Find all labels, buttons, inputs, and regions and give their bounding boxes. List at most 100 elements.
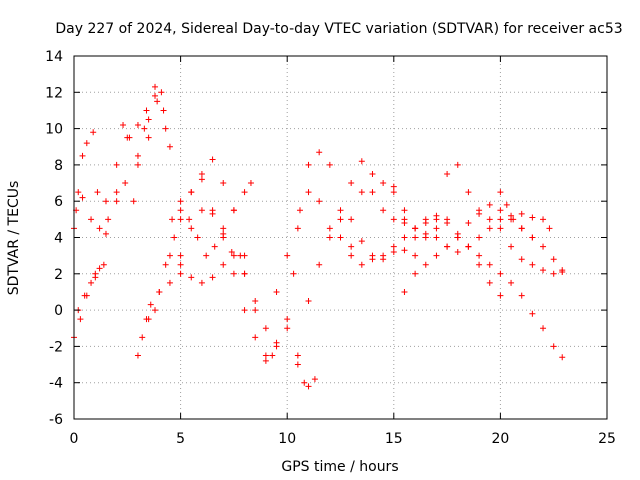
data-point	[273, 339, 280, 346]
data-point	[156, 288, 163, 295]
data-point	[237, 252, 244, 259]
data-point	[188, 189, 195, 196]
data-point	[550, 343, 557, 350]
data-point	[230, 252, 237, 259]
data-point	[220, 180, 227, 187]
series-sat-n	[401, 201, 566, 295]
data-point	[305, 161, 312, 168]
series-sat-d	[75, 261, 107, 314]
data-point	[540, 216, 547, 223]
data-point	[166, 143, 173, 150]
data-point	[169, 216, 176, 223]
data-point	[105, 216, 112, 223]
y-tick-label: 8	[54, 158, 63, 174]
data-point	[503, 201, 510, 208]
data-point	[508, 279, 515, 286]
data-point	[177, 216, 184, 223]
data-point	[247, 180, 254, 187]
data-point	[348, 180, 355, 187]
y-tick-label: 6	[54, 194, 63, 210]
data-point	[444, 216, 451, 223]
data-point	[412, 234, 419, 241]
y-tick-label: -2	[49, 339, 63, 355]
data-point	[147, 301, 154, 308]
data-point	[262, 325, 269, 332]
series-sat-g	[166, 261, 318, 390]
data-point	[152, 307, 159, 314]
series-sat-e	[134, 176, 248, 359]
data-point	[540, 325, 547, 332]
data-point	[273, 288, 280, 295]
data-point	[559, 354, 566, 361]
data-point	[358, 158, 365, 165]
series-sat-f	[145, 156, 276, 359]
data-point	[546, 225, 553, 232]
data-point	[284, 316, 291, 323]
data-point	[486, 261, 493, 268]
data-point	[188, 225, 195, 232]
data-point	[177, 207, 184, 214]
data-point	[422, 261, 429, 268]
data-point	[497, 225, 504, 232]
data-point	[305, 189, 312, 196]
data-point	[230, 207, 237, 214]
data-point	[96, 225, 103, 232]
y-tick-label: 14	[45, 49, 63, 65]
data-point	[154, 98, 161, 105]
data-point	[220, 225, 227, 232]
data-point	[422, 219, 429, 226]
data-point	[252, 334, 259, 341]
data-point	[390, 189, 397, 196]
data-point	[220, 261, 227, 268]
y-axis-label: SDTVAR / TECUs	[6, 181, 22, 296]
data-point	[198, 176, 205, 183]
data-point	[79, 152, 86, 159]
data-point	[162, 125, 169, 132]
data-point	[177, 270, 184, 277]
data-point	[380, 180, 387, 187]
data-point	[412, 225, 419, 232]
data-point	[134, 352, 141, 359]
data-point	[433, 234, 440, 241]
x-tick-label: 25	[598, 431, 616, 447]
series-sat-a	[71, 83, 184, 341]
series-sat-i	[177, 198, 244, 259]
series-sat-h	[177, 180, 254, 259]
data-point	[122, 180, 129, 187]
data-point	[177, 252, 184, 259]
data-point	[369, 189, 376, 196]
data-point	[337, 207, 344, 214]
data-point	[102, 198, 109, 205]
data-point	[305, 298, 312, 305]
x-tick-label: 5	[176, 431, 185, 447]
data-point	[454, 161, 461, 168]
data-point	[316, 261, 323, 268]
data-point	[401, 219, 408, 226]
data-point	[96, 265, 103, 272]
data-point	[497, 189, 504, 196]
data-point	[540, 267, 547, 274]
data-point	[145, 316, 152, 323]
data-point	[77, 316, 84, 323]
data-point	[316, 198, 323, 205]
data-point	[209, 210, 216, 217]
data-point	[139, 334, 146, 341]
data-point	[508, 212, 515, 219]
data-point	[209, 156, 216, 163]
data-point	[454, 234, 461, 241]
data-point	[465, 243, 472, 250]
data-point	[134, 161, 141, 168]
series-sat-q	[497, 189, 536, 241]
data-point	[529, 261, 536, 268]
data-point	[337, 216, 344, 223]
y-tick-label: 10	[45, 122, 63, 138]
x-tick-label: 20	[491, 431, 509, 447]
data-point	[390, 249, 397, 256]
data-point	[158, 89, 165, 96]
data-point	[454, 249, 461, 256]
data-point	[90, 129, 97, 136]
data-point	[160, 107, 167, 114]
data-point	[518, 292, 525, 299]
data-point	[348, 216, 355, 223]
data-point	[444, 170, 451, 177]
